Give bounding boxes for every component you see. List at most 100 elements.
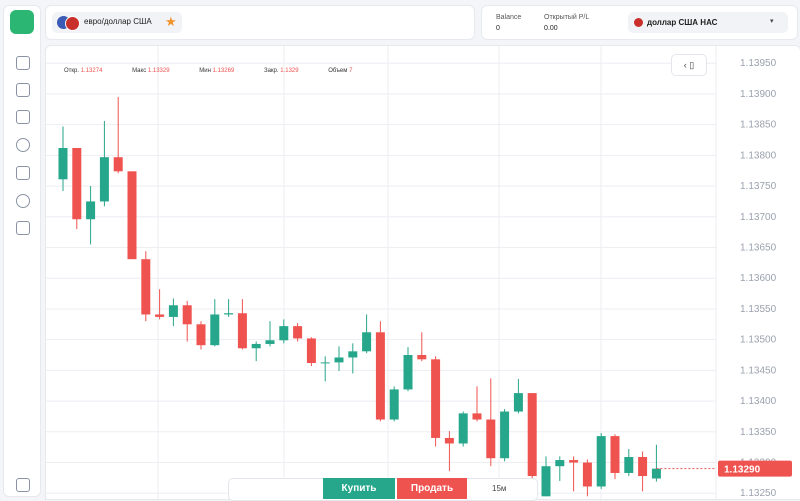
chart-panel: 1.13950 1.13900 1.13850 1.13800 1.13750 1.137… — [45, 45, 800, 500]
scroll-control[interactable]: ‹ ▯ — [671, 54, 707, 76]
account-name: доллар США НАС — [647, 18, 718, 27]
open-label: Откр. — [64, 68, 80, 74]
volume-label: Объем — [328, 68, 348, 74]
candle-body — [168, 305, 178, 317]
icon-collapse[interactable] — [16, 478, 30, 492]
icon-analysis[interactable] — [16, 83, 30, 97]
icon-settings[interactable] — [16, 194, 30, 208]
candle-body — [555, 460, 565, 467]
candle-body — [458, 413, 468, 444]
icon-history[interactable] — [16, 138, 30, 152]
balance: 0 — [496, 25, 500, 32]
favorite-star[interactable]: ★ — [165, 14, 177, 29]
candle-body — [389, 389, 399, 420]
candle-body — [527, 393, 537, 477]
candle-body — [651, 468, 661, 479]
volume-value: 7 — [349, 68, 353, 74]
candle-body — [224, 313, 234, 315]
candle-body — [155, 314, 165, 317]
candle-body — [638, 456, 648, 477]
pair-chip[interactable]: евро/доллар США ★ — [52, 12, 182, 33]
candle-body — [403, 355, 413, 390]
ohlc-info: Откр. 1.13274 Макс 1.13329 Мин 1.13269 З… — [64, 68, 352, 74]
candle-body — [596, 436, 606, 487]
flag-us — [634, 18, 643, 27]
candle-body — [624, 456, 634, 473]
high-label: Макс — [132, 68, 147, 74]
balance-label: Balance — [496, 14, 522, 21]
high-value: 1.13329 — [147, 68, 170, 74]
flag-us — [65, 16, 80, 31]
pl-label: Открытый P/L — [544, 14, 590, 21]
icon-portfolio[interactable] — [16, 110, 30, 124]
pair-bar: евро/доллар США ★ — [45, 5, 475, 40]
low-label: Мин — [199, 68, 211, 74]
candle-body — [375, 332, 385, 420]
dropdown-arrow: ▾ — [770, 18, 774, 25]
sidebar — [3, 5, 41, 497]
y-tick-label: 1.13250 — [740, 488, 777, 499]
y-tick-label: 1.13450 — [740, 365, 777, 376]
candle-body — [431, 359, 441, 438]
candle-body — [610, 436, 620, 473]
candle-body — [113, 157, 123, 172]
y-tick-label: 1.13700 — [740, 212, 777, 223]
icon-support[interactable] — [16, 221, 30, 235]
candle-body — [196, 324, 206, 346]
y-tick-label: 1.13350 — [740, 427, 777, 438]
candle-body — [182, 305, 192, 325]
candle-body — [293, 326, 303, 339]
candle-body — [500, 411, 510, 459]
candle-body — [348, 351, 358, 358]
buy-button[interactable]: Купить — [323, 478, 395, 499]
candle-body — [362, 332, 372, 352]
candle-body — [582, 462, 592, 487]
logo[interactable] — [10, 10, 34, 34]
candle-body — [569, 460, 579, 463]
pl: 0.00 — [544, 25, 558, 32]
account-bar: Balance 0 Открытый P/L 0.00 доллар США Н… — [481, 5, 798, 40]
y-tick-label: 1.13950 — [740, 58, 777, 69]
y-tick-label: 1.13600 — [740, 273, 777, 284]
buy-text: Купить — [341, 483, 377, 494]
current-price-box — [718, 460, 792, 477]
interval[interactable]: 15м — [492, 484, 507, 493]
candle-body — [444, 437, 454, 444]
sell-button[interactable]: Продать — [397, 478, 467, 499]
candle-body — [320, 362, 330, 364]
candle-body — [210, 314, 220, 346]
candle-body — [306, 338, 316, 364]
y-tick-label: 1.13900 — [740, 89, 777, 100]
close-value: 1.1329 — [280, 68, 299, 74]
candle-body — [86, 201, 96, 220]
candle-body — [141, 259, 151, 315]
current-price-label: 1.13290 — [724, 465, 761, 476]
icon-book[interactable] — [16, 166, 30, 180]
candle-body — [417, 355, 427, 360]
pair-name: евро/доллар США — [84, 17, 152, 26]
candle-body — [237, 313, 247, 349]
candle-body — [58, 147, 68, 180]
candle-body — [127, 171, 137, 260]
icon-chart[interactable] — [16, 56, 30, 70]
y-tick-label: 1.13850 — [740, 120, 777, 131]
candle-body — [72, 147, 82, 220]
open-value: 1.13274 — [80, 68, 103, 74]
low-value: 1.13269 — [212, 68, 235, 74]
y-tick-label: 1.13650 — [740, 243, 777, 254]
candle-body — [265, 340, 275, 344]
account-select[interactable]: доллар США НАС ▾ — [628, 12, 788, 33]
candle-body — [513, 393, 523, 412]
candle-body — [486, 419, 496, 459]
y-tick-label: 1.13400 — [740, 396, 777, 407]
chart: 1.13950 1.13900 1.13850 1.13800 1.13750 1.137… — [46, 46, 800, 499]
candle-body — [541, 466, 551, 497]
y-tick-label: 1.13500 — [740, 335, 777, 346]
y-tick-label: 1.13750 — [740, 181, 777, 192]
candle-body — [251, 343, 261, 349]
close-label: Закр. — [263, 68, 279, 74]
axis-background — [716, 46, 800, 499]
candle-body — [279, 326, 289, 341]
candle-body — [472, 413, 482, 420]
sell-text: Продать — [410, 483, 454, 494]
